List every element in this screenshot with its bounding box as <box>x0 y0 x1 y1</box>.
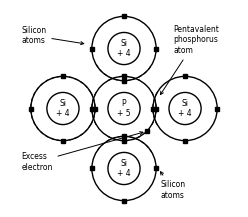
Text: Excess
electron: Excess electron <box>21 132 143 172</box>
Text: Si
+ 4: Si + 4 <box>178 99 192 118</box>
Text: Si
+ 4: Si + 4 <box>56 99 70 118</box>
Text: Pentavalent
phosphorus
atom: Pentavalent phosphorus atom <box>160 25 219 95</box>
Text: Si
+ 4: Si + 4 <box>117 159 131 178</box>
Text: Silicon
atoms: Silicon atoms <box>21 26 84 45</box>
Text: Si
+ 4: Si + 4 <box>117 39 131 58</box>
Text: Silicon
atoms: Silicon atoms <box>160 172 186 200</box>
Text: P
+ 5: P + 5 <box>117 99 131 118</box>
